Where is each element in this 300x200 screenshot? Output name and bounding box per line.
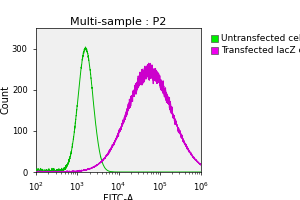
- Legend: Untransfected cell, Transfected lacZ cell: Untransfected cell, Transfected lacZ cel…: [209, 33, 300, 57]
- X-axis label: FITC-A: FITC-A: [103, 194, 134, 200]
- Y-axis label: Count: Count: [0, 86, 11, 114]
- Title: Multi-sample : P2: Multi-sample : P2: [70, 17, 167, 27]
